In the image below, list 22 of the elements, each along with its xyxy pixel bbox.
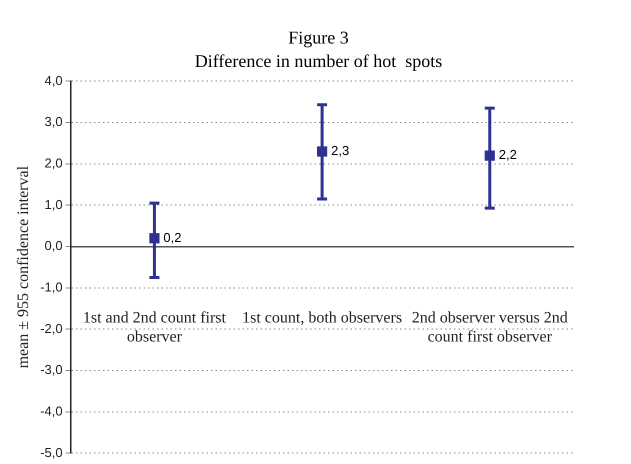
y-tick-label: 1,0	[44, 196, 63, 212]
y-tick-label: 2,0	[44, 155, 63, 170]
chart-title: Figure 3	[288, 28, 349, 48]
y-tick-label: 0,0	[44, 238, 63, 254]
y-axis-title: mean ± 955 confidence interval	[14, 165, 32, 368]
x-tick-label: 1st count, both observers	[242, 309, 402, 326]
data-label: 2,3	[331, 143, 350, 158]
data-label: 0,2	[163, 230, 182, 245]
y-tick-label: -2,0	[40, 320, 63, 336]
y-tick-label: 4,0	[44, 72, 63, 88]
point	[317, 146, 328, 157]
point	[484, 150, 495, 161]
chart-subtitle: Difference in number of hot spots	[194, 51, 442, 72]
y-tick-label: -1,0	[40, 279, 63, 294]
x-tick-label: 2nd observer versus 2nd count first observer	[412, 309, 568, 346]
y-tick-label: -4,0	[40, 403, 63, 418]
point	[149, 233, 160, 244]
y-tick-label: 3,0	[44, 114, 63, 130]
x-tick-label: 1st and 2nd count first observer	[82, 309, 227, 346]
y-tick-label: -5,0	[40, 444, 63, 460]
y-tick-label: -3,0	[40, 362, 63, 378]
data-label: 2,2	[498, 147, 517, 162]
